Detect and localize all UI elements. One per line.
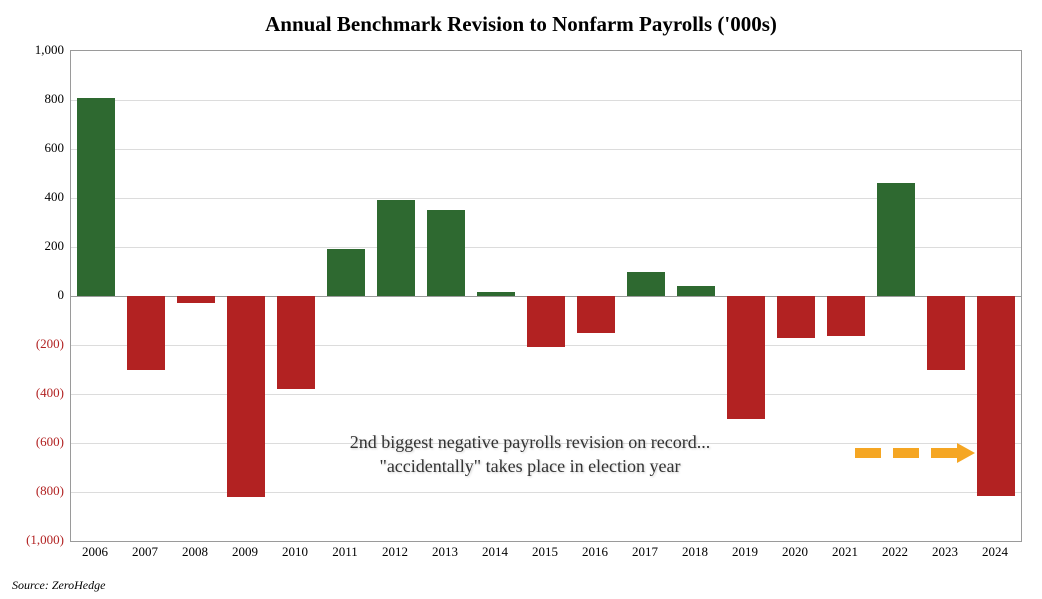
x-axis-label: 2015 [532, 544, 558, 560]
bar [127, 296, 165, 370]
x-axis-label: 2010 [282, 544, 308, 560]
bar [327, 249, 365, 296]
x-axis-label: 2017 [632, 544, 658, 560]
x-axis-label: 2008 [182, 544, 208, 560]
bar [877, 183, 915, 296]
x-axis-label: 2009 [232, 544, 258, 560]
annotation-arrow [855, 448, 975, 458]
source-text: Source: ZeroHedge [12, 578, 105, 593]
y-axis-label: (800) [4, 483, 64, 499]
x-axis-label: 2020 [782, 544, 808, 560]
bar [227, 296, 265, 497]
x-axis-label: 2018 [682, 544, 708, 560]
bar [527, 296, 565, 347]
bar [977, 296, 1015, 496]
bar [77, 98, 115, 296]
x-axis-label: 2006 [82, 544, 108, 560]
bar [677, 286, 715, 296]
bar [377, 200, 415, 296]
y-axis-label: 200 [4, 238, 64, 254]
y-axis-label: 400 [4, 189, 64, 205]
x-axis-label: 2012 [382, 544, 408, 560]
x-axis-label: 2014 [482, 544, 508, 560]
dash-segment [893, 448, 919, 458]
x-axis-label: 2013 [432, 544, 458, 560]
annotation-line1: 2nd biggest negative payrolls revision o… [350, 432, 710, 452]
y-axis-label: (400) [4, 385, 64, 401]
arrow-head-icon [957, 443, 975, 463]
y-axis-label: 0 [4, 287, 64, 303]
bar [777, 296, 815, 338]
gridline [71, 492, 1021, 493]
x-axis-label: 2016 [582, 544, 608, 560]
x-axis-label: 2021 [832, 544, 858, 560]
annotation-text: 2nd biggest negative payrolls revision o… [280, 430, 780, 479]
y-axis-label: (200) [4, 336, 64, 352]
y-axis-label: 1,000 [4, 42, 64, 58]
bar [927, 296, 965, 370]
gridline [71, 394, 1021, 395]
x-axis-label: 2023 [932, 544, 958, 560]
chart-title: Annual Benchmark Revision to Nonfarm Pay… [0, 12, 1042, 37]
bar [627, 272, 665, 297]
bar [427, 210, 465, 296]
y-axis-label: (600) [4, 434, 64, 450]
gridline [71, 100, 1021, 101]
bar [577, 296, 615, 333]
gridline [71, 149, 1021, 150]
x-axis-label: 2007 [132, 544, 158, 560]
x-axis-label: 2022 [882, 544, 908, 560]
chart-container: Annual Benchmark Revision to Nonfarm Pay… [0, 0, 1042, 599]
y-axis-label: 800 [4, 91, 64, 107]
dash-segment [931, 448, 957, 458]
y-axis-label: (1,000) [4, 532, 64, 548]
bar [827, 296, 865, 336]
annotation-line2: "accidentally" takes place in election y… [379, 456, 680, 476]
bar [277, 296, 315, 389]
bar [177, 296, 215, 303]
dash-segment [855, 448, 881, 458]
bar [477, 292, 515, 296]
x-axis-label: 2019 [732, 544, 758, 560]
x-axis-label: 2024 [982, 544, 1008, 560]
y-axis-label: 600 [4, 140, 64, 156]
x-axis-label: 2011 [332, 544, 358, 560]
bar [727, 296, 765, 419]
